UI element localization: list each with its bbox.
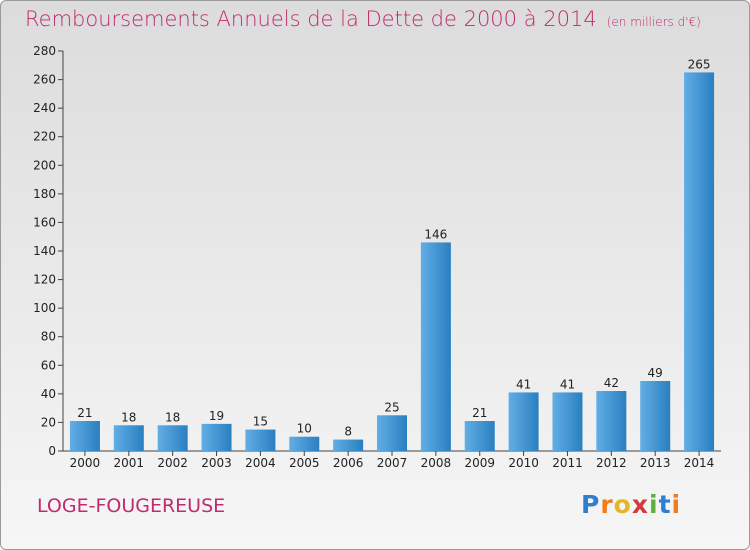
y-tick-label: 200 bbox=[33, 158, 56, 172]
bar-value-label: 19 bbox=[209, 409, 224, 423]
chart-subtitle: (en milliers d'€) bbox=[606, 15, 701, 29]
x-tick-label: 2013 bbox=[640, 456, 671, 470]
bar bbox=[552, 392, 583, 451]
x-tick-label: 2007 bbox=[377, 456, 408, 470]
y-tick-label: 0 bbox=[48, 444, 56, 458]
bar-value-label: 42 bbox=[604, 376, 619, 390]
bar bbox=[113, 425, 144, 451]
y-tick-label: 20 bbox=[41, 415, 56, 429]
chart-title: Remboursements Annuels de la Dette de 20… bbox=[25, 7, 701, 31]
x-tick-label: 2011 bbox=[552, 456, 583, 470]
bar-value-label: 21 bbox=[77, 406, 92, 420]
x-tick-label: 2008 bbox=[421, 456, 452, 470]
x-tick-label: 2004 bbox=[245, 456, 276, 470]
bar-value-label: 25 bbox=[384, 400, 399, 414]
bar-value-label: 8 bbox=[344, 425, 352, 439]
bar bbox=[289, 436, 320, 451]
x-tick-label: 2010 bbox=[508, 456, 539, 470]
bar-value-label: 18 bbox=[165, 410, 180, 424]
bar bbox=[508, 392, 539, 451]
x-tick-label: 2005 bbox=[289, 456, 320, 470]
bar-value-label: 49 bbox=[648, 366, 663, 380]
bar bbox=[333, 439, 364, 451]
x-tick-label: 2000 bbox=[70, 456, 101, 470]
commune-name: LOGE-FOUGEREUSE bbox=[37, 495, 226, 517]
y-tick-label: 100 bbox=[33, 301, 56, 315]
x-tick-label: 2014 bbox=[684, 456, 715, 470]
bar bbox=[377, 415, 407, 451]
y-axis: 0 20 40 60 80 100 120 140 160 180 200 220 240 260 280 bbox=[33, 44, 64, 458]
bar-value-label: 15 bbox=[253, 415, 268, 429]
y-tick-label: 120 bbox=[33, 273, 56, 287]
y-tick-label: 40 bbox=[41, 387, 56, 401]
y-tick-label: 260 bbox=[33, 73, 56, 87]
x-tick-label: 2003 bbox=[201, 456, 232, 470]
x-tick-label: 2012 bbox=[596, 456, 627, 470]
bar-value-label: 41 bbox=[560, 377, 575, 391]
proxiti-logo: Proxiti bbox=[581, 490, 682, 519]
y-tick-label: 80 bbox=[41, 330, 56, 344]
bars-group: 21 18 18 19 15 10 8 25 146 21 41 41 42 49 265 bbox=[69, 57, 715, 451]
bar bbox=[684, 72, 715, 451]
x-tick-label: 2002 bbox=[157, 456, 188, 470]
bar bbox=[69, 421, 100, 451]
bar bbox=[640, 381, 671, 451]
bar bbox=[245, 429, 276, 451]
y-tick-label: 220 bbox=[33, 130, 56, 144]
x-axis: 2000 2001 2002 2003 2004 2005 2006 2007 2008 2009… bbox=[63, 450, 721, 470]
bar-value-label: 265 bbox=[688, 57, 711, 71]
bar-value-label: 10 bbox=[297, 422, 312, 436]
bar bbox=[157, 425, 188, 451]
bar-value-label: 18 bbox=[121, 410, 136, 424]
y-tick-label: 60 bbox=[41, 358, 56, 372]
bar-value-label: 146 bbox=[424, 227, 447, 241]
x-tick-label: 2001 bbox=[114, 456, 145, 470]
title-text: Remboursements Annuels de la Dette de 20… bbox=[25, 7, 597, 31]
y-tick-label: 160 bbox=[33, 215, 56, 229]
bar bbox=[420, 242, 451, 451]
bar-value-label: 21 bbox=[472, 406, 487, 420]
x-tick-label: 2006 bbox=[333, 456, 364, 470]
bar bbox=[464, 421, 495, 451]
bar bbox=[596, 391, 627, 451]
y-tick-label: 140 bbox=[33, 244, 56, 258]
y-tick-label: 280 bbox=[33, 44, 56, 58]
y-tick-label: 240 bbox=[33, 101, 56, 115]
y-tick-label: 180 bbox=[33, 187, 56, 201]
bar-value-label: 41 bbox=[516, 377, 531, 391]
x-tick-label: 2009 bbox=[464, 456, 495, 470]
bar bbox=[201, 423, 232, 451]
